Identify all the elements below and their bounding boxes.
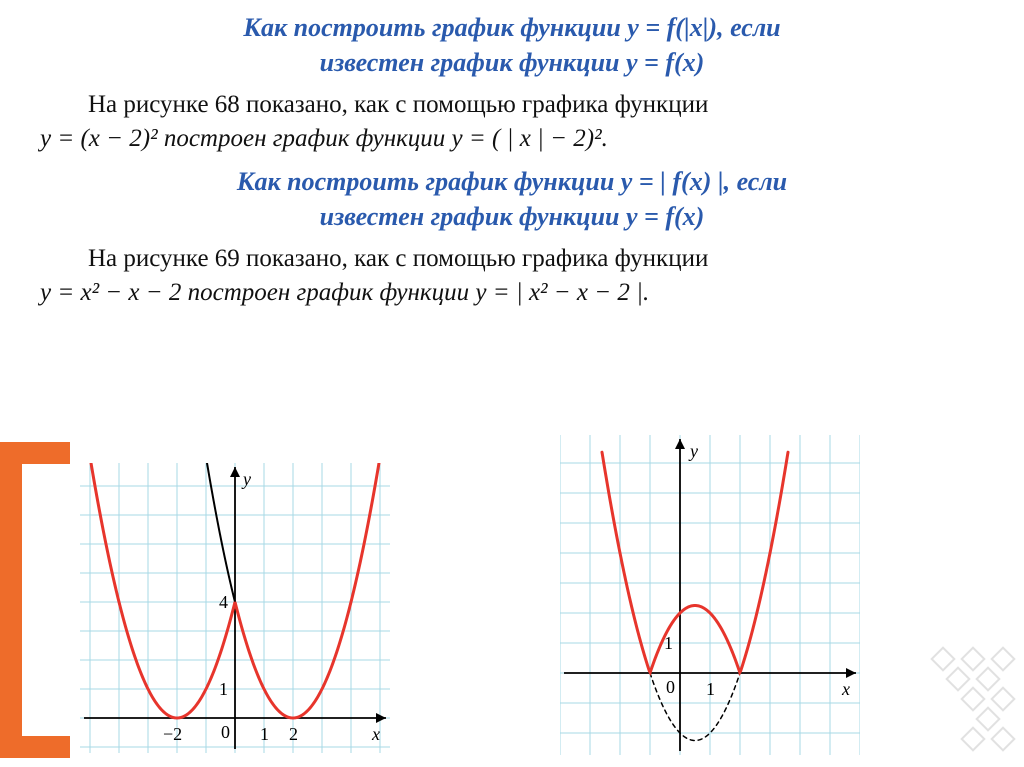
paragraph-2: На рисунке 69 показано, как с помощью гр… xyxy=(40,242,984,310)
svg-text:x: x xyxy=(841,679,850,699)
svg-text:1: 1 xyxy=(706,679,715,699)
svg-text:0: 0 xyxy=(666,677,675,697)
para1-pre: На рисунке 68 показано, как с помощью гр… xyxy=(88,91,708,118)
chart-left: yx−212140 xyxy=(80,463,390,753)
paragraph-1: На рисунке 68 показано, как с помощью гр… xyxy=(40,88,984,156)
svg-text:y: y xyxy=(688,441,698,461)
svg-text:1: 1 xyxy=(219,679,228,699)
svg-text:4: 4 xyxy=(219,592,228,612)
svg-text:1: 1 xyxy=(664,633,673,653)
svg-text:2: 2 xyxy=(289,724,298,744)
charts-row: yx−212140 yx110 xyxy=(0,455,1024,765)
para2-pre: На рисунке 69 показано, как с помощью гр… xyxy=(88,245,708,272)
svg-text:y: y xyxy=(241,469,251,489)
heading-2-line-2: известен график функции y = f(x) xyxy=(320,202,705,231)
svg-text:−2: −2 xyxy=(163,724,182,744)
para2-post: y = x² − x − 2 построен график функции y… xyxy=(40,279,649,306)
svg-text:x: x xyxy=(371,724,380,744)
svg-text:1: 1 xyxy=(260,724,269,744)
svg-text:0: 0 xyxy=(221,722,230,742)
heading-2-line-1: Как построить график функции y = | f(x) … xyxy=(237,167,787,196)
chart-right: y x 1 1 0 xyxy=(560,435,860,755)
para1-post: y = (x − 2)² построен график функции y =… xyxy=(40,125,608,152)
heading-2: Как построить график функции y = | f(x) … xyxy=(90,164,934,234)
heading-1-line-2: известен график функции y = f(x) xyxy=(320,48,705,77)
heading-1: Как построить график функции y = f(|x|),… xyxy=(90,10,934,80)
heading-1-line-1: Как построить график функции y = f(|x|),… xyxy=(243,13,780,42)
